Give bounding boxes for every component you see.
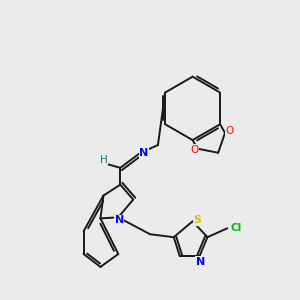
Text: S: S <box>194 215 202 225</box>
Text: O: O <box>226 126 234 136</box>
Text: N: N <box>115 215 124 225</box>
Text: Cl: Cl <box>231 223 242 233</box>
Text: N: N <box>140 148 149 158</box>
Text: O: O <box>190 145 199 155</box>
Text: H: H <box>100 155 107 165</box>
Text: N: N <box>196 257 205 267</box>
